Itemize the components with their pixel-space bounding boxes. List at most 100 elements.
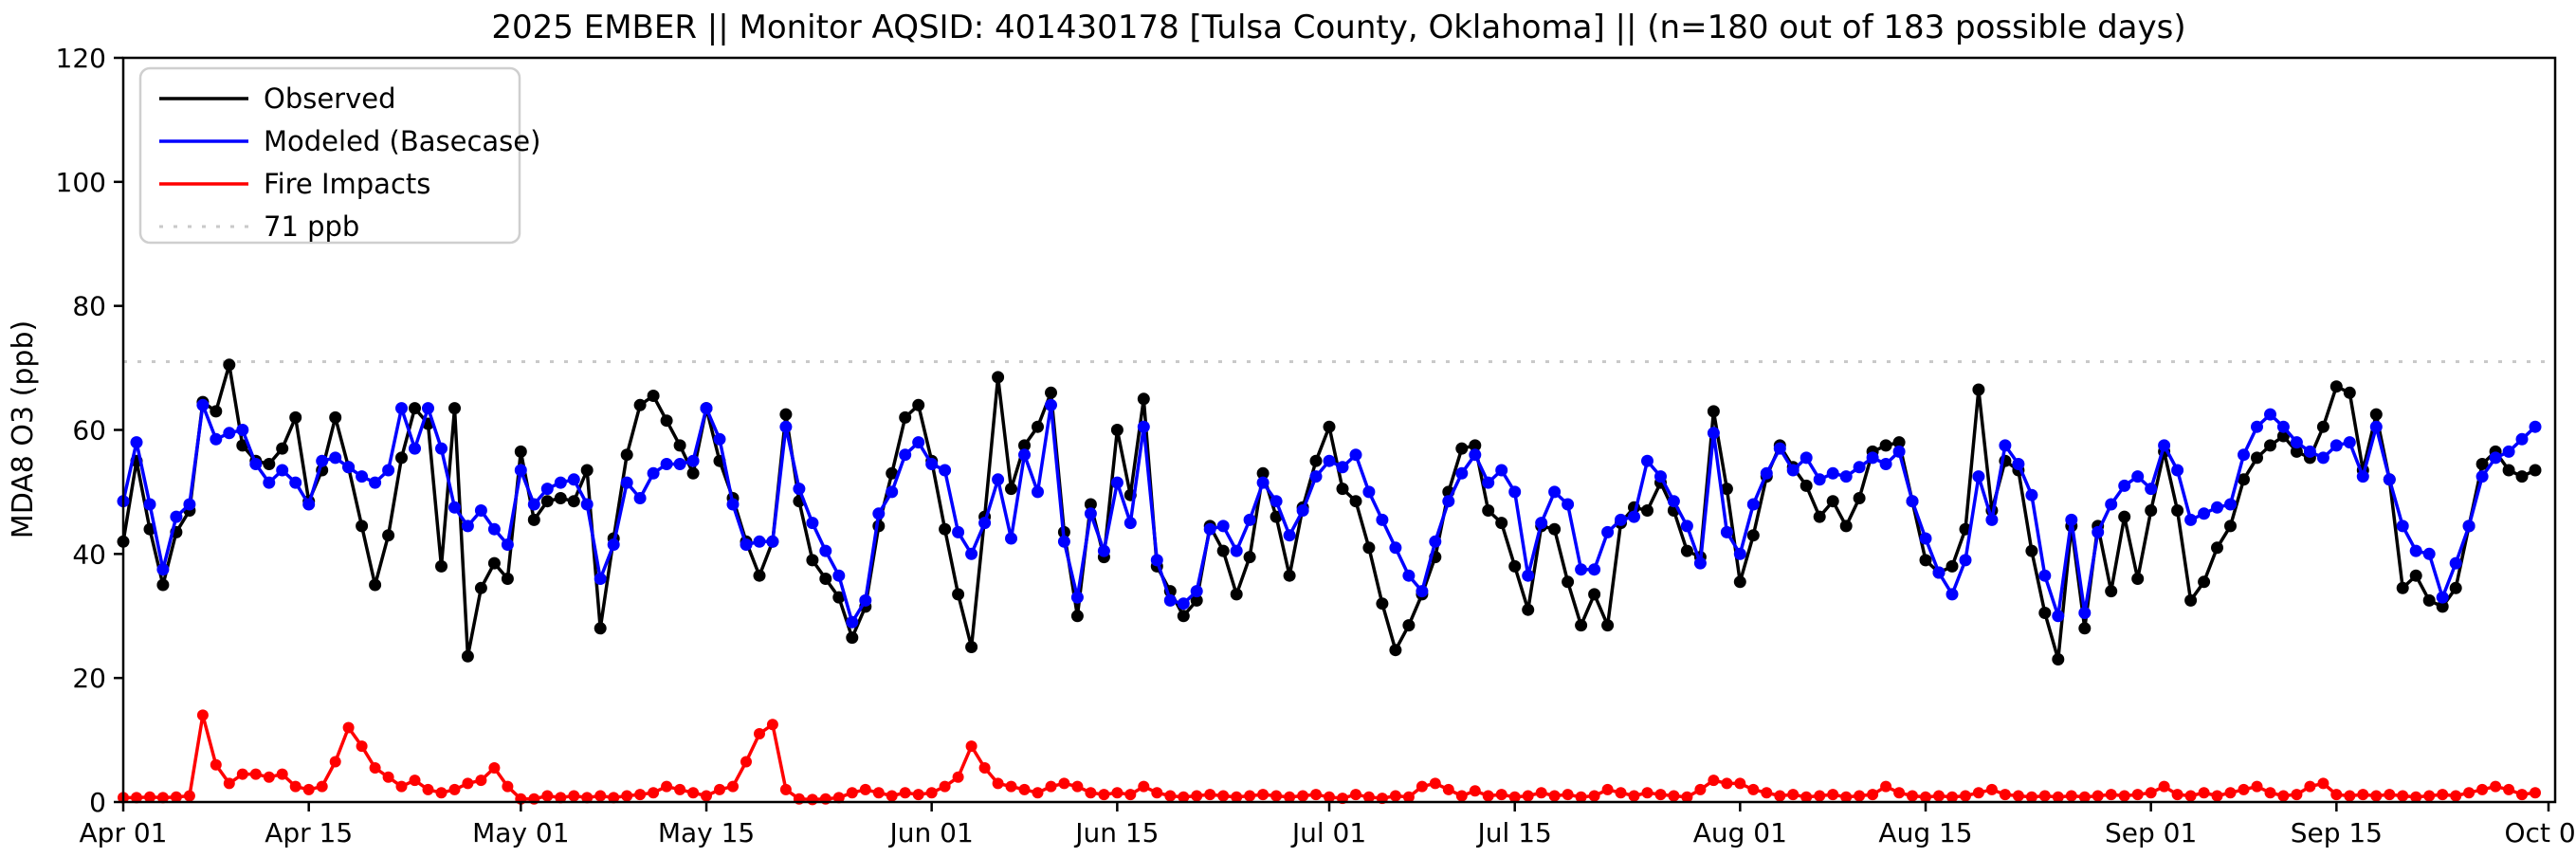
data-point: [1733, 575, 1746, 589]
data-point: [754, 728, 765, 739]
data-point: [422, 783, 434, 795]
data-point: [1866, 451, 1879, 465]
legend-item-threshold: 71 ppb: [159, 210, 359, 243]
data-point: [1071, 780, 1084, 793]
data-point: [1177, 610, 1190, 623]
data-point: [1442, 495, 1455, 508]
data-point: [249, 458, 263, 470]
data-point: [1243, 551, 1256, 564]
data-point: [1628, 790, 1640, 802]
data-point: [329, 756, 341, 768]
data-point: [1045, 780, 1057, 793]
data-point: [2503, 783, 2515, 795]
data-point: [1907, 790, 1918, 802]
data-point: [474, 581, 487, 594]
data-point: [2343, 436, 2356, 449]
data-point: [686, 466, 700, 480]
data-point: [2409, 569, 2422, 582]
data-point: [1098, 789, 1110, 801]
data-point: [382, 529, 395, 542]
data-point: [2198, 575, 2211, 589]
data-point: [2436, 591, 2449, 604]
data-point: [1349, 495, 1362, 508]
data-point: [2211, 790, 2223, 802]
data-point: [1177, 597, 1190, 611]
data-point: [2449, 581, 2462, 594]
y-tick-label: 40: [72, 538, 106, 570]
data-point: [2277, 790, 2290, 802]
x-tick-label: Jul 01: [1290, 817, 1366, 848]
data-point: [1562, 789, 1574, 801]
data-point: [183, 498, 196, 511]
data-point: [1827, 789, 1839, 801]
data-point: [687, 787, 700, 799]
data-point: [1879, 458, 1892, 470]
data-point: [487, 522, 501, 536]
data-point: [580, 498, 594, 511]
data-point: [779, 408, 793, 421]
data-point: [329, 451, 342, 465]
legend-label-modeled: Modeled (Basecase): [264, 125, 540, 157]
data-point: [661, 780, 673, 793]
data-point: [701, 790, 712, 802]
data-point: [2370, 790, 2383, 802]
data-point: [2476, 783, 2489, 795]
data-point: [1284, 791, 1296, 803]
data-point: [912, 398, 925, 411]
data-point: [2198, 507, 2211, 520]
data-point: [369, 762, 381, 774]
data-point: [2357, 789, 2369, 801]
data-point: [369, 476, 382, 489]
legend-item-observed: Observed: [159, 82, 396, 115]
data-point: [1032, 787, 1044, 799]
data-point: [1562, 575, 1575, 589]
x-tick-label: Sep 01: [2105, 817, 2197, 848]
data-point: [1601, 525, 1615, 538]
data-point: [594, 573, 607, 585]
data-point: [1588, 563, 1601, 576]
data-point: [899, 410, 912, 424]
data-point: [1680, 544, 1693, 557]
data-point: [1972, 470, 1985, 483]
data-point: [1085, 787, 1097, 799]
data-point: [1588, 588, 1601, 601]
data-point: [196, 398, 210, 411]
data-point: [2515, 432, 2529, 446]
data-point: [2515, 470, 2529, 483]
data-point: [832, 792, 845, 804]
x-tick-label: Apr 01: [80, 817, 168, 848]
data-point: [527, 513, 540, 526]
data-point: [1761, 787, 1773, 799]
data-point: [342, 461, 356, 474]
data-point: [2369, 420, 2383, 433]
data-point: [1919, 532, 1932, 545]
data-point: [952, 525, 965, 538]
data-point: [1814, 790, 1826, 802]
data-point: [1323, 454, 1336, 467]
data-point: [1733, 547, 1746, 560]
data-point: [1854, 790, 1866, 802]
data-point: [2344, 790, 2356, 802]
data-point: [2211, 541, 2223, 555]
data-point: [1588, 790, 1600, 802]
data-point: [1654, 789, 1667, 801]
data-point: [2369, 408, 2383, 421]
data-point: [753, 535, 766, 548]
data-point: [1826, 495, 1839, 508]
data-point: [2025, 544, 2038, 557]
data-point: [2171, 504, 2184, 517]
data-point: [540, 495, 554, 508]
data-point: [1455, 790, 1468, 802]
data-point: [1946, 791, 1958, 803]
data-point: [806, 793, 818, 806]
data-point: [1150, 554, 1163, 567]
data-point: [2410, 791, 2422, 803]
data-point: [2131, 573, 2145, 585]
data-point: [1163, 593, 1177, 607]
data-point: [2038, 790, 2051, 802]
data-point: [263, 458, 276, 470]
data-point: [965, 740, 977, 753]
data-point: [474, 504, 487, 517]
data-point: [2105, 585, 2118, 598]
data-point: [2422, 593, 2436, 607]
